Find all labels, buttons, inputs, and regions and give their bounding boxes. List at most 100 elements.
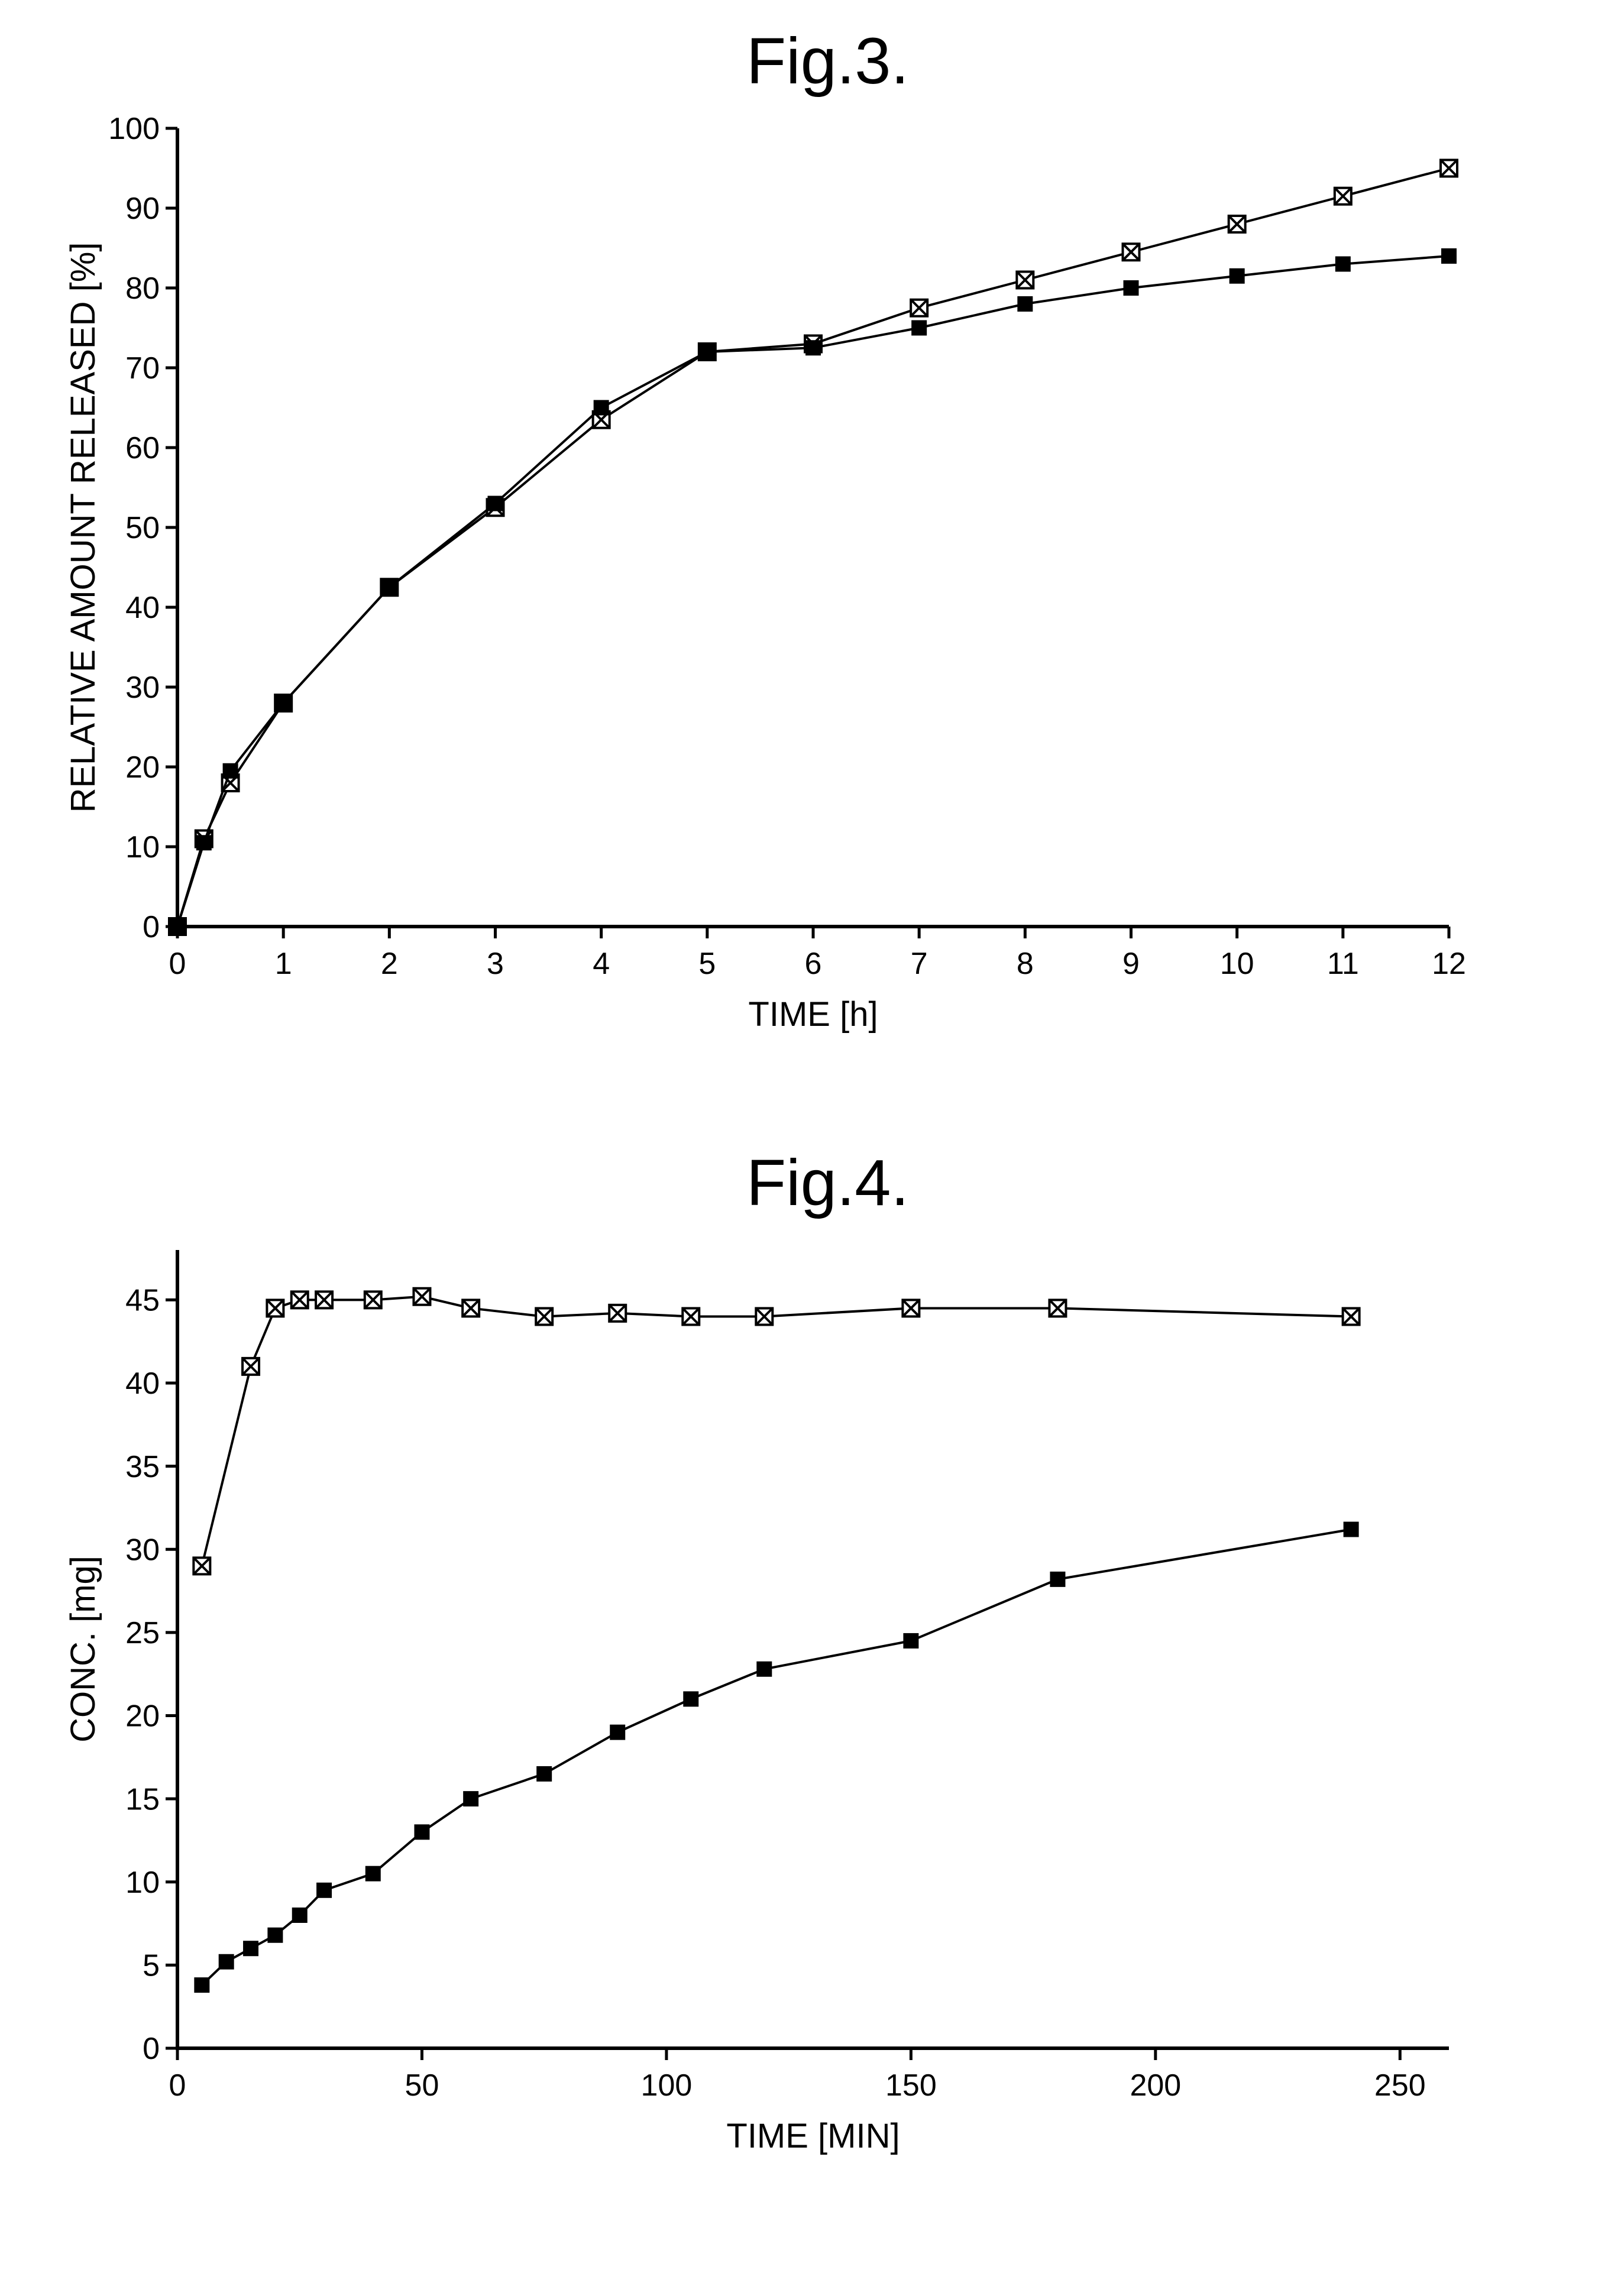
x-tick-label: 6 — [805, 947, 822, 981]
x-axis-label: TIME [h] — [748, 995, 878, 1034]
y-tick-label: 5 — [143, 1949, 160, 1983]
marker-filled-square — [268, 1929, 282, 1942]
marker-filled-square — [277, 697, 290, 710]
x-tick-label: 4 — [593, 947, 610, 981]
marker-filled-square — [684, 1692, 697, 1705]
marker-crossed-square — [267, 1300, 283, 1316]
marker-filled-square — [1125, 281, 1138, 294]
marker-filled-square — [595, 401, 608, 414]
fig4-svg: 050100150200250051015202530354045TIME [M… — [24, 1226, 1484, 2184]
page: Fig.3. 012345678910111201020304050607080… — [24, 24, 1608, 2184]
marker-filled-square — [1051, 1573, 1064, 1586]
marker-crossed-square — [1017, 272, 1033, 289]
marker-crossed-square — [316, 1291, 332, 1308]
marker-filled-square — [701, 345, 714, 358]
marker-filled-square — [1231, 270, 1244, 283]
marker-crossed-square — [1441, 160, 1457, 177]
fig4-chart: 050100150200250051015202530354045TIME [M… — [24, 1226, 1608, 2184]
x-tick-label: 10 — [1220, 947, 1254, 981]
x-tick-label: 0 — [169, 2068, 186, 2103]
fig4-title: Fig.4. — [24, 1145, 1608, 1220]
x-tick-label: 8 — [1017, 947, 1034, 981]
y-tick-label: 35 — [125, 1450, 160, 1484]
y-tick-label: 0 — [143, 2032, 160, 2066]
y-tick-label: 45 — [125, 1284, 160, 1318]
marker-filled-square — [807, 341, 820, 354]
marker-filled-square — [913, 322, 926, 335]
marker-filled-square — [904, 1634, 917, 1647]
x-tick-label: 12 — [1432, 947, 1466, 981]
fig3-svg: 01234567891011120102030405060708090100TI… — [24, 105, 1484, 1063]
marker-filled-square — [1018, 297, 1031, 310]
y-tick-label: 100 — [108, 112, 160, 146]
marker-crossed-square — [1229, 216, 1245, 232]
y-tick-label: 0 — [143, 910, 160, 944]
y-tick-label: 70 — [125, 351, 160, 386]
marker-crossed-square — [1049, 1300, 1066, 1316]
marker-filled-square — [1442, 250, 1455, 263]
x-tick-label: 3 — [487, 947, 504, 981]
x-tick-label: 1 — [275, 947, 292, 981]
y-tick-label: 20 — [125, 750, 160, 785]
x-tick-label: 50 — [405, 2068, 439, 2103]
x-tick-label: 9 — [1122, 947, 1140, 981]
y-tick-label: 80 — [125, 271, 160, 306]
marker-crossed-square — [756, 1309, 772, 1325]
marker-filled-square — [758, 1663, 771, 1676]
marker-crossed-square — [682, 1309, 699, 1325]
marker-filled-square — [171, 920, 184, 933]
marker-filled-square — [224, 765, 237, 778]
y-tick-label: 15 — [125, 1782, 160, 1816]
y-tick-label: 30 — [125, 1533, 160, 1567]
marker-crossed-square — [242, 1358, 259, 1375]
marker-filled-square — [464, 1792, 477, 1805]
y-tick-label: 60 — [125, 431, 160, 465]
marker-crossed-square — [1343, 1309, 1360, 1325]
marker-filled-square — [415, 1825, 428, 1838]
y-tick-label: 50 — [125, 511, 160, 545]
marker-filled-square — [489, 497, 502, 510]
marker-filled-square — [195, 1978, 208, 1991]
x-tick-label: 7 — [911, 947, 928, 981]
x-tick-label: 2 — [381, 947, 398, 981]
marker-crossed-square — [413, 1288, 430, 1305]
y-axis-label: CONC. [mg] — [64, 1556, 102, 1743]
x-tick-label: 150 — [885, 2068, 937, 2103]
marker-crossed-square — [193, 1557, 210, 1574]
plot-background — [24, 105, 1484, 1063]
y-tick-label: 30 — [125, 671, 160, 705]
marker-filled-square — [1345, 1523, 1358, 1536]
marker-crossed-square — [911, 300, 927, 316]
x-tick-label: 200 — [1130, 2068, 1181, 2103]
marker-filled-square — [244, 1942, 257, 1955]
y-tick-label: 90 — [125, 192, 160, 226]
figure-3: Fig.3. 012345678910111201020304050607080… — [24, 24, 1608, 1063]
y-tick-label: 40 — [125, 591, 160, 625]
marker-crossed-square — [609, 1305, 626, 1322]
marker-filled-square — [293, 1909, 306, 1922]
x-axis-label: TIME [MIN] — [726, 2117, 900, 2155]
x-tick-label: 0 — [169, 947, 186, 981]
y-tick-label: 25 — [125, 1616, 160, 1650]
marker-filled-square — [367, 1867, 380, 1880]
x-tick-label: 5 — [698, 947, 716, 981]
y-axis-label: RELATIVE AMOUNT RELEASED [%] — [64, 242, 102, 813]
marker-crossed-square — [902, 1300, 919, 1316]
marker-filled-square — [538, 1767, 551, 1780]
marker-crossed-square — [292, 1291, 308, 1308]
y-tick-label: 20 — [125, 1699, 160, 1734]
marker-filled-square — [383, 581, 396, 594]
marker-filled-square — [1337, 258, 1350, 271]
fig3-chart: 01234567891011120102030405060708090100TI… — [24, 105, 1608, 1063]
figure-4: Fig.4. 050100150200250051015202530354045… — [24, 1145, 1608, 2184]
x-tick-label: 11 — [1327, 947, 1359, 981]
marker-crossed-square — [1123, 244, 1140, 260]
x-tick-label: 250 — [1374, 2068, 1426, 2103]
x-tick-label: 100 — [641, 2068, 693, 2103]
marker-filled-square — [318, 1884, 331, 1897]
marker-crossed-square — [536, 1309, 552, 1325]
y-tick-label: 10 — [125, 1866, 160, 1900]
marker-crossed-square — [365, 1291, 381, 1308]
marker-crossed-square — [462, 1300, 479, 1316]
y-tick-label: 10 — [125, 830, 160, 864]
